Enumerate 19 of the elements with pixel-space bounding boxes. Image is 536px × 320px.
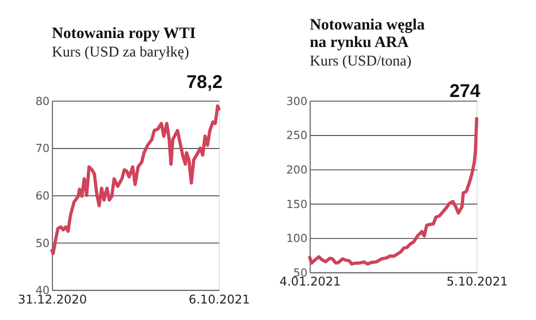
y-tick-label: 50	[35, 236, 50, 250]
chart-title: Notowania węgla na rynku ARA	[310, 16, 425, 52]
y-tick-label: 250	[286, 129, 308, 142]
y-tick-label: 200	[286, 164, 308, 177]
line-series	[50, 104, 220, 256]
y-tick-label: 150	[286, 198, 308, 211]
annotation: 274	[449, 80, 482, 102]
chart-subtitle: Kurs (USD/tona)	[310, 54, 412, 70]
y-tick-label: 100	[286, 232, 308, 246]
x-tick-label: 6.10.2021	[188, 292, 250, 306]
y-tick-label: 80	[35, 94, 50, 108]
annotation: 78,2	[186, 70, 223, 92]
line-series	[308, 116, 478, 266]
y-tick-label: 70	[35, 142, 50, 156]
chart-title: Notowania ropy WTI	[52, 24, 196, 42]
y-tick-label: 60	[35, 189, 50, 202]
y-tick-label: 300	[286, 94, 308, 108]
chart-subtitle: Kurs (USD za baryłkę)	[52, 44, 190, 60]
x-tick-label: 5.10.2021	[446, 274, 508, 289]
